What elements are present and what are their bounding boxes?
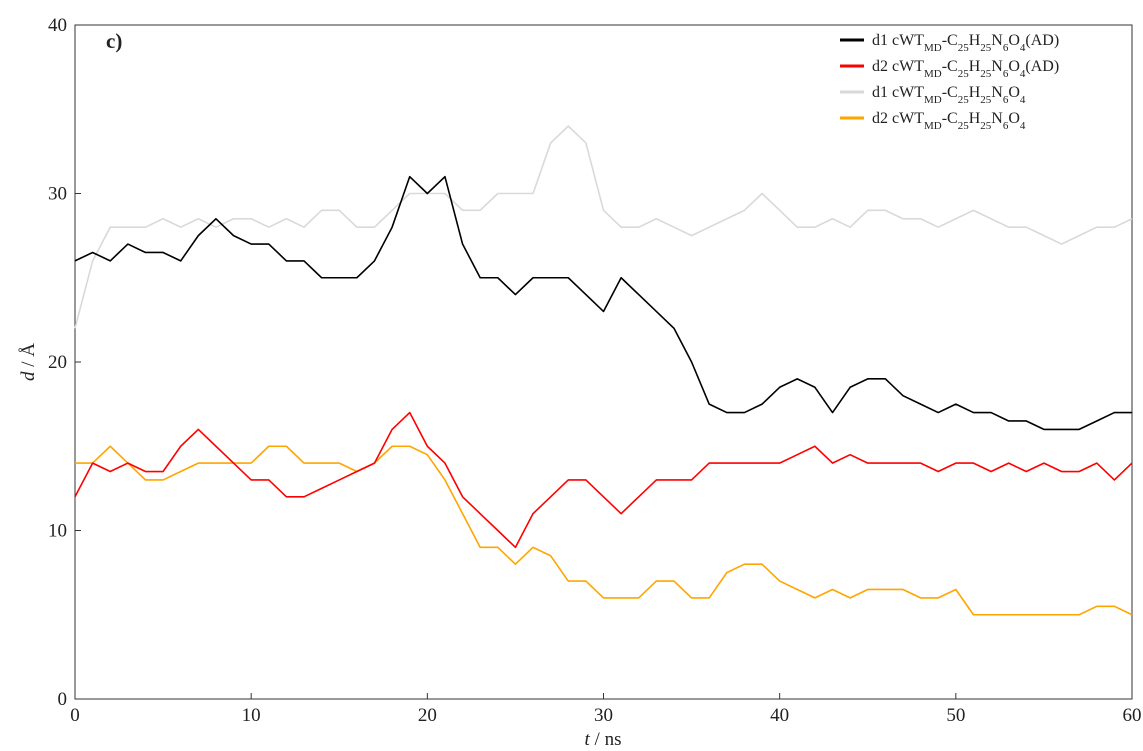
series-line	[75, 445, 1133, 616]
x-axis-label: t / ns	[585, 729, 622, 750]
y-tick-label: 0	[58, 689, 68, 710]
panel-label: c)	[106, 29, 122, 53]
series-line	[74, 175, 1132, 431]
legend-label: d2 cWTMD-C25H25N6O4	[872, 110, 1026, 132]
x-tick-label: 20	[418, 705, 437, 726]
x-tick-label: 50	[946, 705, 965, 726]
y-tick-label: 20	[48, 352, 67, 373]
y-tick-label: 10	[48, 521, 67, 542]
y-tick-label: 30	[48, 184, 67, 205]
legend-label: d2 cWTMD-C25H25N6O4(AD)	[872, 58, 1059, 80]
legend-label: d1 cWTMD-C25H25N6O4(AD)	[872, 32, 1059, 54]
x-tick-label: 10	[242, 705, 261, 726]
y-axis-label: d / Å	[18, 343, 39, 381]
legend-label: d1 cWTMD-C25H25N6O4	[872, 84, 1026, 106]
x-tick-label: 30	[594, 705, 613, 726]
y-tick-label: 40	[48, 15, 67, 36]
x-tick-label: 0	[70, 705, 80, 726]
series-line	[74, 411, 1133, 549]
x-tick-label: 40	[770, 705, 789, 726]
series-line	[74, 125, 1133, 329]
x-tick-label: 60	[1123, 705, 1142, 726]
